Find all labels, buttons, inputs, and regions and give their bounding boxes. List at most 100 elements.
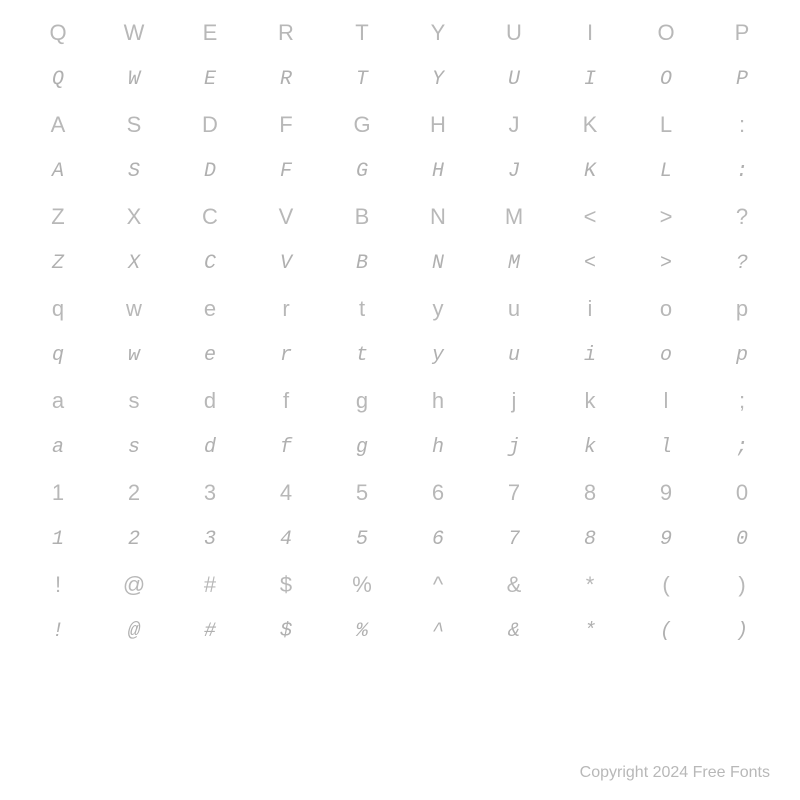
char-cell: C — [172, 204, 248, 230]
char-row: 1234567890 — [20, 516, 780, 562]
char-cell: i — [552, 296, 628, 322]
char-cell: T — [324, 68, 400, 91]
char-cell: o — [628, 296, 704, 322]
char-cell: 4 — [248, 480, 324, 506]
char-cell: Y — [400, 68, 476, 91]
char-cell: ( — [628, 620, 704, 643]
char-cell: N — [400, 252, 476, 275]
char-cell: > — [628, 252, 704, 275]
char-cell: L — [628, 112, 704, 138]
char-cell: J — [476, 160, 552, 183]
char-cell: D — [172, 160, 248, 183]
character-map-grid: QWERTYUIOPQWERTYUIOPASDFGHJKL:ASDFGHJKL:… — [0, 0, 800, 654]
char-cell: k — [552, 436, 628, 459]
char-cell: N — [400, 204, 476, 230]
char-cell: B — [324, 252, 400, 275]
char-cell: : — [704, 160, 780, 183]
char-cell: @ — [96, 620, 172, 643]
char-cell: H — [400, 160, 476, 183]
char-cell: J — [476, 112, 552, 138]
char-cell: e — [172, 296, 248, 322]
char-cell: H — [400, 112, 476, 138]
char-cell: L — [628, 160, 704, 183]
char-cell: P — [704, 20, 780, 46]
char-row: asdfghjkl; — [20, 378, 780, 424]
char-row: asdfghjkl; — [20, 424, 780, 470]
char-cell: I — [552, 20, 628, 46]
char-cell: 1 — [20, 480, 96, 506]
char-cell: R — [248, 20, 324, 46]
char-cell: V — [248, 252, 324, 275]
char-cell: R — [248, 68, 324, 91]
char-cell: ^ — [400, 620, 476, 643]
char-cell: p — [704, 344, 780, 367]
char-cell: $ — [248, 620, 324, 643]
char-cell: A — [20, 112, 96, 138]
char-cell: G — [324, 112, 400, 138]
char-cell: t — [324, 296, 400, 322]
char-cell: u — [476, 344, 552, 367]
char-cell: r — [248, 344, 324, 367]
char-cell: F — [248, 160, 324, 183]
char-cell: 1 — [20, 528, 96, 551]
char-cell: d — [172, 436, 248, 459]
char-row: qwertyuiop — [20, 286, 780, 332]
char-cell: y — [400, 296, 476, 322]
char-cell: ) — [704, 572, 780, 598]
char-cell: 8 — [552, 528, 628, 551]
char-cell: E — [172, 68, 248, 91]
char-cell: Y — [400, 20, 476, 46]
char-cell: < — [552, 252, 628, 275]
char-row: QWERTYUIOP — [20, 10, 780, 56]
char-cell: 4 — [248, 528, 324, 551]
char-cell: 8 — [552, 480, 628, 506]
char-cell: s — [96, 388, 172, 414]
char-cell: 7 — [476, 528, 552, 551]
char-cell: Z — [20, 252, 96, 275]
char-cell: K — [552, 112, 628, 138]
char-cell: q — [20, 296, 96, 322]
char-cell: X — [96, 252, 172, 275]
char-cell: a — [20, 436, 96, 459]
char-cell: l — [628, 388, 704, 414]
char-cell: f — [248, 388, 324, 414]
char-cell: : — [704, 112, 780, 138]
char-row: ZXCVBNM<>? — [20, 194, 780, 240]
char-row: !@#$%^&*() — [20, 562, 780, 608]
char-cell: ; — [704, 436, 780, 459]
char-cell: < — [552, 204, 628, 230]
char-cell: % — [324, 620, 400, 643]
char-cell: e — [172, 344, 248, 367]
char-cell: M — [476, 252, 552, 275]
char-cell: Q — [20, 20, 96, 46]
char-cell: S — [96, 160, 172, 183]
char-cell: s — [96, 436, 172, 459]
char-cell: C — [172, 252, 248, 275]
char-cell: % — [324, 572, 400, 598]
char-cell: ; — [704, 388, 780, 414]
char-row: qwertyuiop — [20, 332, 780, 378]
char-row: QWERTYUIOP — [20, 56, 780, 102]
char-cell: 3 — [172, 528, 248, 551]
char-cell: ! — [20, 572, 96, 598]
char-cell: t — [324, 344, 400, 367]
char-cell: T — [324, 20, 400, 46]
char-cell: 6 — [400, 480, 476, 506]
char-cell: > — [628, 204, 704, 230]
char-cell: g — [324, 436, 400, 459]
char-cell: y — [400, 344, 476, 367]
char-cell: h — [400, 436, 476, 459]
char-cell: g — [324, 388, 400, 414]
char-cell: 7 — [476, 480, 552, 506]
char-cell: D — [172, 112, 248, 138]
char-cell: Q — [20, 68, 96, 91]
char-cell: 2 — [96, 528, 172, 551]
char-cell: G — [324, 160, 400, 183]
char-cell: U — [476, 20, 552, 46]
char-cell: A — [20, 160, 96, 183]
char-cell: ! — [20, 620, 96, 643]
char-cell: W — [96, 20, 172, 46]
char-cell: I — [552, 68, 628, 91]
char-cell: f — [248, 436, 324, 459]
copyright-footer: Copyright 2024 Free Fonts — [580, 764, 770, 782]
